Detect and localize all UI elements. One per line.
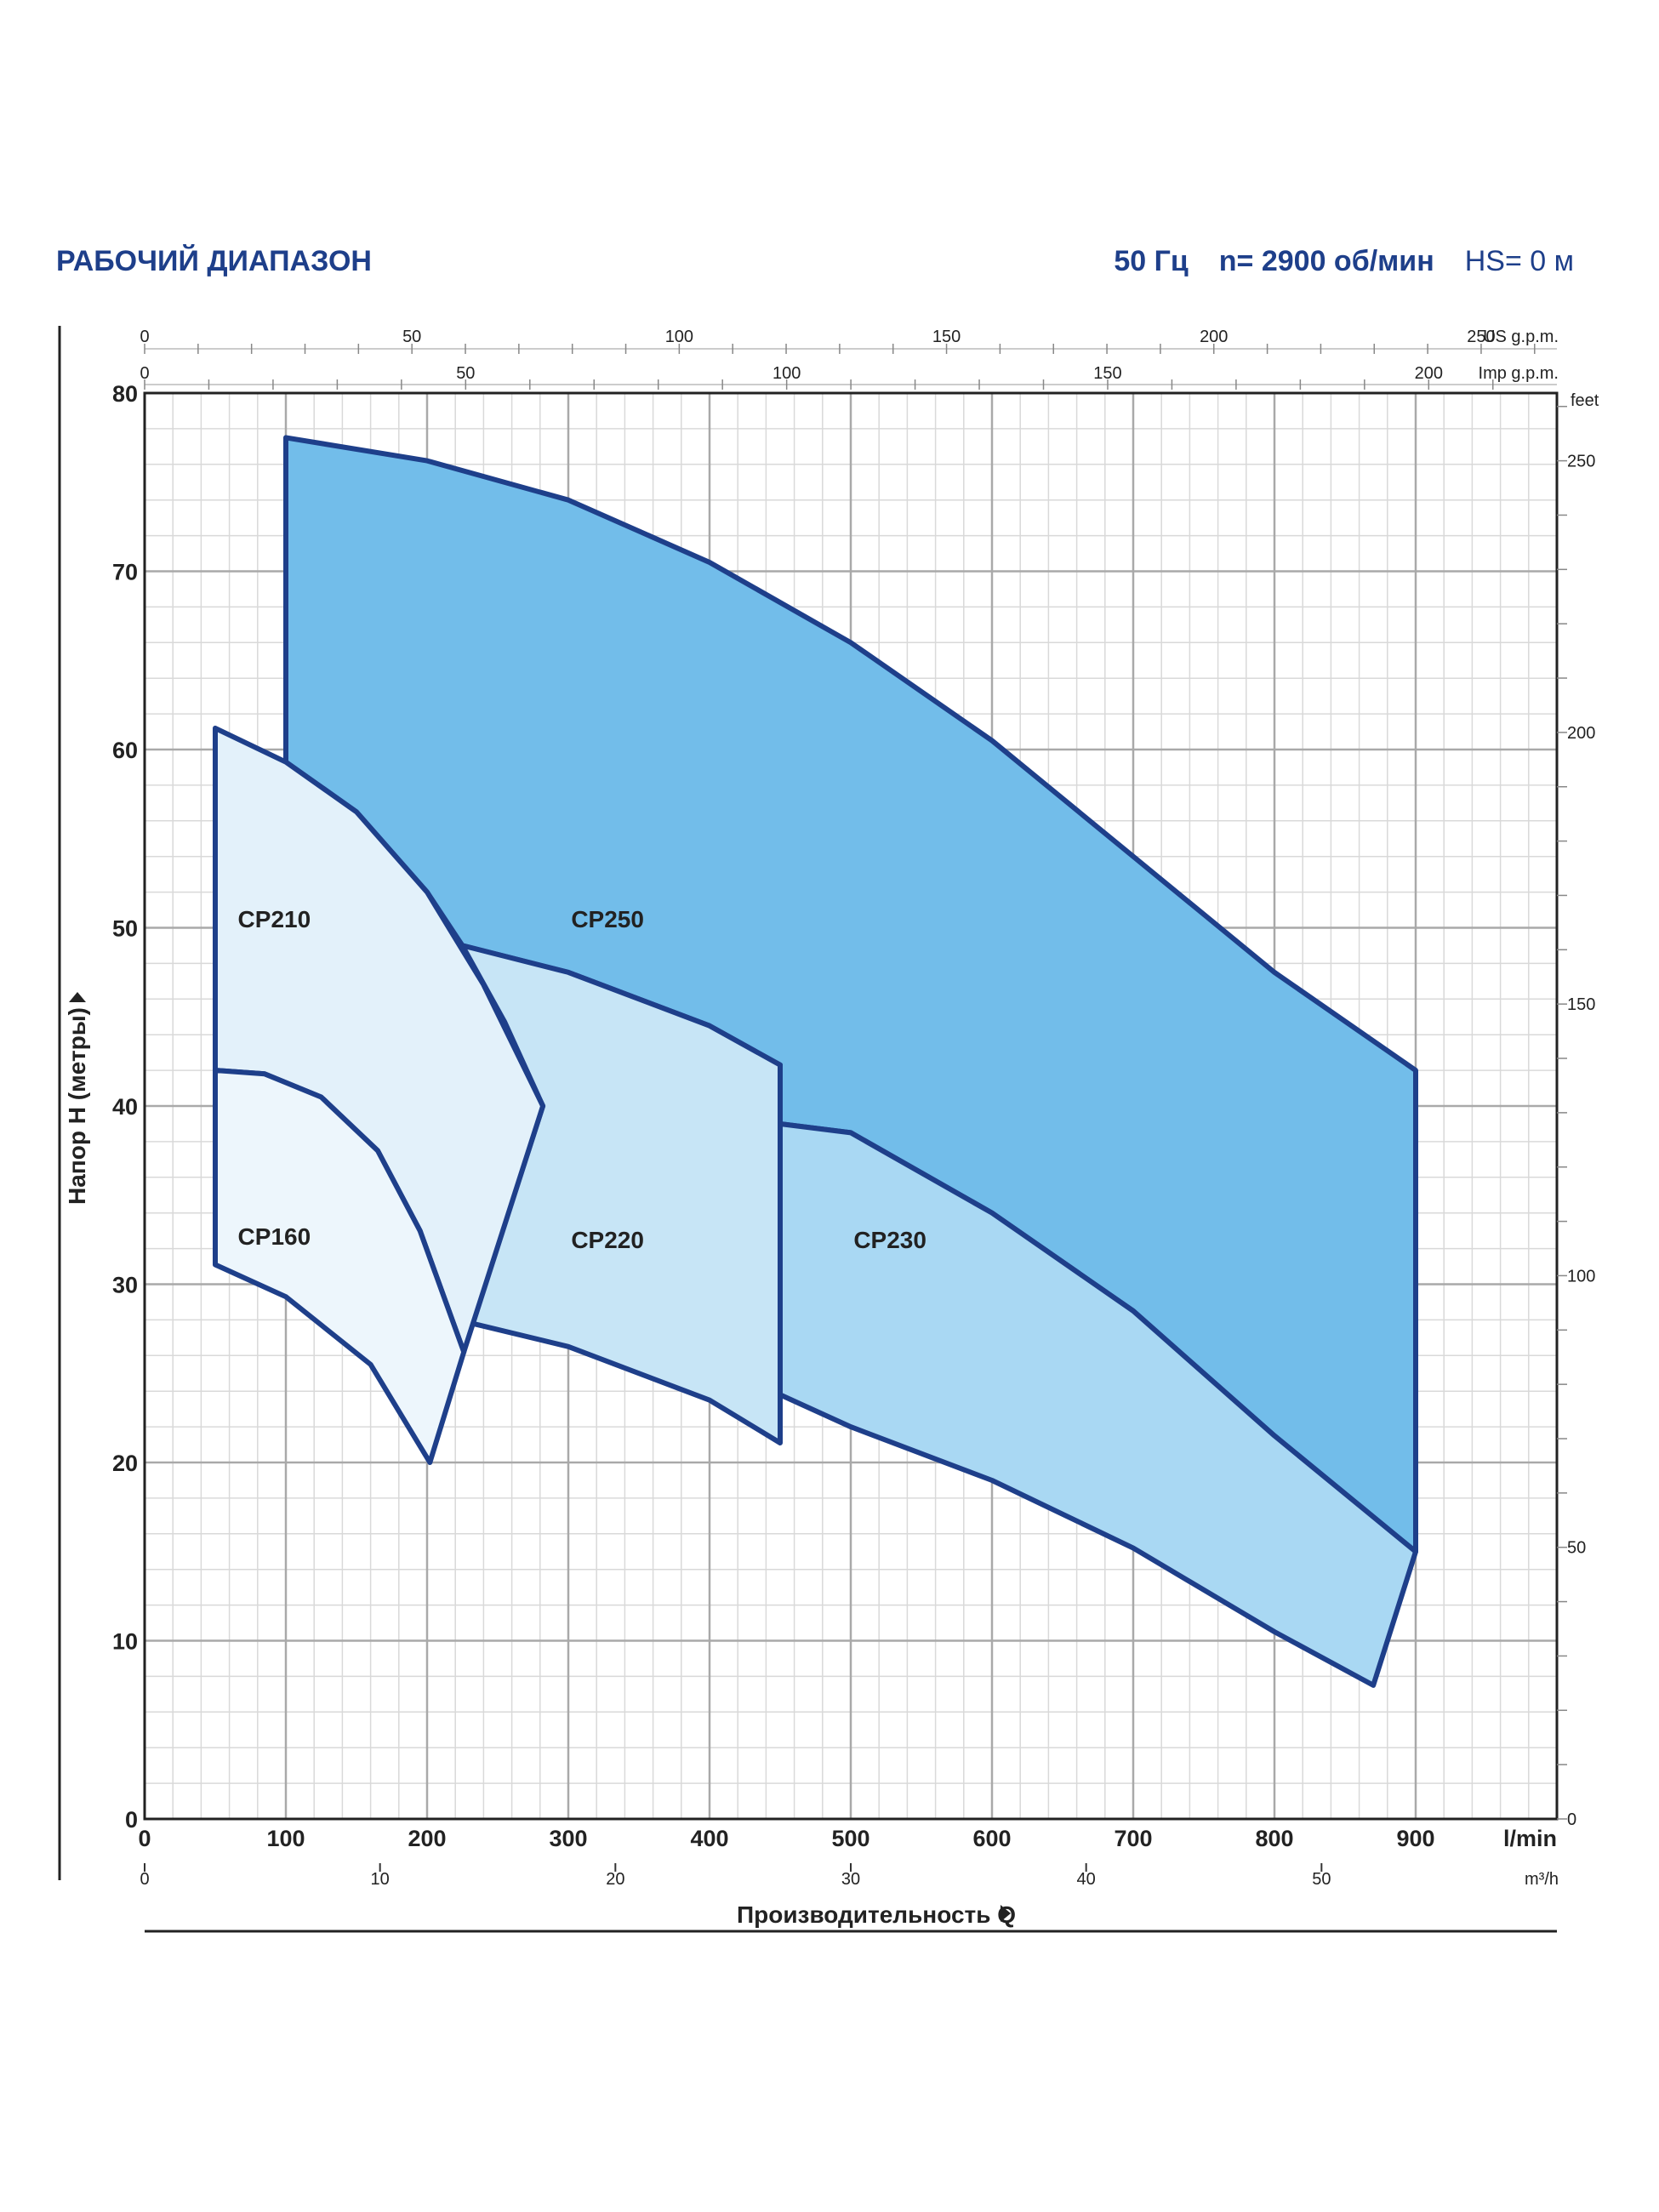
x-tick-label: 900 [1396,1826,1434,1851]
series-areas [213,435,1418,1688]
series-label-cp220: CP220 [571,1227,644,1253]
feet-tick-label: 100 [1567,1267,1595,1286]
axis-ticks: 0 100 200 300 400 500 600 700 800 900 l/min0102030… [112,328,1599,1889]
y-tick-label: 80 [112,381,138,407]
x-tick-label: 400 [690,1826,728,1851]
x-tick-label: 700 [1114,1826,1152,1851]
series-label-cp230: CP230 [853,1227,926,1253]
y-axis-arrow-icon [69,992,86,1002]
speed-label: n= 2900 об/мин [1218,245,1434,277]
frequency-label: 50 Гц [1114,245,1189,277]
m3h-tick-label: 0 [140,1870,149,1889]
plot-frame [58,326,1559,1933]
plot-border [143,391,1559,1821]
chart-title: РАБОЧИЙ ДИАПАЗОН [56,245,372,277]
x-tick-label: 100 [266,1826,305,1851]
operating-conditions: 50 Гц n= 2900 об/мин HS= 0 м [1083,245,1574,278]
m3h-tick-label: 20 [606,1870,624,1889]
m3h-unit-label: m³/h [1525,1870,1559,1889]
feet-tick-label: 200 [1567,724,1595,743]
m3h-tick-label: 10 [371,1870,390,1889]
y-tick-label: 70 [112,560,138,585]
x-axis-title: Производительность Q [737,1901,1016,1928]
imp-gpm-tick-label: 50 [456,364,475,383]
x-tick-label: 200 [408,1826,446,1851]
imp-gpm-unit-label: Imp g.p.m. [1479,364,1559,383]
x-tick-label: 500 [831,1826,869,1851]
imp-gpm-tick-label: 0 [140,364,149,383]
imp-gpm-tick-label: 150 [1093,364,1121,383]
imp-gpm-tick-label: 100 [772,364,801,383]
y-tick-label: 0 [125,1807,138,1833]
y-tick-label: 40 [112,1094,138,1120]
us-gpm-tick-label: 0 [140,328,149,346]
us-gpm-tick-label: 200 [1200,328,1228,346]
y-axis-title: Напор H (метры) [64,1007,90,1205]
m3h-tick-label: 40 [1077,1870,1096,1889]
feet-tick-label: 0 [1567,1810,1576,1829]
x-tick-label: 600 [972,1826,1011,1851]
us-gpm-tick-label: 100 [665,328,693,346]
feet-tick-label: 150 [1567,995,1595,1014]
y-tick-label: 50 [112,916,138,942]
hs-label: HS= 0 м [1464,245,1574,277]
us-gpm-tick-label: 250 [1467,328,1495,346]
imp-gpm-tick-label: 200 [1415,364,1443,383]
series-label-cp250: CP250 [571,906,644,932]
x-tick-label: 0 [138,1826,151,1851]
series-label-cp160: CP160 [238,1223,311,1250]
x-tick-label: 800 [1255,1826,1293,1851]
us-gpm-unit-label: US g.p.m. [1483,328,1559,346]
m3h-tick-label: 30 [841,1870,860,1889]
series-label-cp210: CP210 [238,906,311,932]
x-unit-label: l/min [1503,1826,1557,1851]
m3h-tick-label: 50 [1312,1870,1331,1889]
feet-unit-label: feet [1571,391,1599,410]
series-area-cp230 [778,1121,1418,1688]
series-labels: CP250 CP230 CP220 CP210 CP160 [238,906,926,1253]
feet-tick-label: 50 [1567,1539,1586,1558]
us-gpm-tick-label: 150 [932,328,961,346]
x-axis-arrow-icon [1001,1905,1011,1922]
y-tick-label: 20 [112,1451,138,1476]
x-tick-label: 300 [549,1826,587,1851]
y-tick-label: 60 [112,738,138,763]
axis-titles: Производительность Q Напор H (метры) [64,992,1016,1928]
y-tick-label: 30 [112,1273,138,1298]
y-tick-label: 10 [112,1629,138,1655]
series-area-cp160 [213,1068,467,1465]
feet-tick-label: 250 [1567,453,1595,471]
us-gpm-tick-label: 50 [402,328,421,346]
